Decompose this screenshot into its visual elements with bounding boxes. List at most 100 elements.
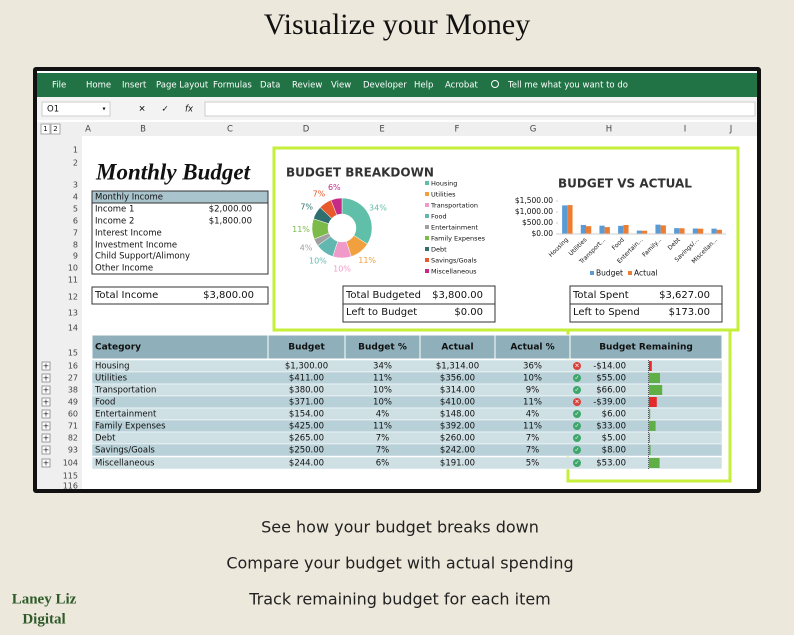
cancel-icon[interactable]: ✕ [138, 105, 145, 115]
legend-label: Food [431, 213, 447, 221]
outline-level-button[interactable] [50, 123, 61, 135]
table-cell: $265.00 [289, 434, 324, 444]
row-number: 16 [68, 362, 78, 371]
legend-swatch [425, 225, 429, 229]
expand-button[interactable] [41, 458, 51, 468]
table-row-bg [91, 359, 723, 373]
column-header: H [606, 125, 612, 135]
category-cell: Housing [95, 362, 130, 372]
column-header: F [455, 125, 460, 135]
icon-glyph: ✓ [574, 423, 579, 430]
outline-level: 2 [53, 125, 57, 133]
income-label: Income 2 [95, 217, 134, 227]
expand-button[interactable] [41, 433, 51, 443]
totals-label: Total Budgeted [345, 290, 421, 301]
legend-label: Utilities [431, 191, 456, 199]
y-tick-label: $0.00 [532, 229, 554, 238]
row-number: 38 [68, 386, 78, 395]
remaining-bar [649, 361, 652, 371]
name-box[interactable] [41, 101, 111, 117]
ribbon-tab[interactable]: Developer [363, 81, 407, 91]
slice-label: 4% [300, 243, 313, 252]
income-label: Interest Income [95, 229, 162, 239]
legend-swatch [628, 271, 632, 275]
ribbon-tab[interactable]: Insert [122, 81, 147, 91]
outline-level-button[interactable] [40, 123, 51, 135]
footer-line: See how your budget breaks down [261, 518, 539, 537]
legend-label: Budget [596, 269, 623, 278]
table-cell: $148.00 [440, 410, 475, 420]
legend-swatch [425, 192, 429, 196]
expand-button[interactable] [41, 409, 51, 419]
table-cell: 11% [523, 398, 542, 408]
expand-button[interactable] [41, 397, 51, 407]
expand-sign: + [43, 446, 50, 455]
total-label: Total Income [94, 290, 158, 301]
column-header: C [227, 125, 233, 135]
ok-icon [573, 434, 581, 442]
remaining-cell: -$14.00 [593, 362, 626, 372]
ribbon-tab[interactable]: File [52, 81, 66, 91]
slice-label: 11% [292, 225, 310, 234]
dropdown-arrow: ▾ [102, 106, 105, 113]
table-cell: 7% [526, 446, 540, 456]
chart-title: BUDGET VS ACTUAL [558, 177, 692, 191]
enter-icon[interactable]: ✓ [161, 105, 168, 115]
expand-sign: + [43, 374, 50, 383]
table-header: Category [95, 343, 141, 353]
expand-button[interactable] [41, 445, 51, 455]
slice-label: 11% [358, 256, 376, 265]
legend-swatch [425, 269, 429, 273]
table-cell: 10% [373, 386, 392, 396]
table-cell: 11% [523, 422, 542, 432]
icon-glyph: ✓ [574, 387, 579, 394]
slice-label: 10% [309, 257, 327, 266]
category-cell: Savings/Goals [95, 446, 155, 456]
totals-amount: $0.00 [454, 307, 483, 318]
expand-sign: + [43, 434, 50, 443]
ok-icon [573, 459, 581, 467]
icon-glyph: ✓ [574, 460, 579, 467]
totals-label: Total Spent [572, 290, 629, 301]
row-number: 49 [68, 398, 78, 407]
ribbon-tab[interactable]: Data [260, 81, 280, 91]
table-header-cell [91, 334, 269, 360]
bar [623, 224, 629, 234]
ribbon-tab[interactable]: Home [86, 81, 111, 91]
remaining-bar [649, 458, 660, 468]
table-cell: $411.00 [289, 374, 324, 384]
expand-button[interactable] [41, 361, 51, 371]
table-cell: $244.00 [289, 459, 324, 469]
ribbon-tab[interactable]: Formulas [213, 81, 252, 91]
ribbon-tab[interactable]: View [331, 81, 351, 91]
bar [642, 230, 648, 234]
expand-button[interactable] [41, 421, 51, 431]
legend-label: Entertainment [431, 224, 478, 232]
legend-label: Housing [431, 180, 457, 188]
category-cell: Food [95, 398, 115, 408]
ribbon-tab[interactable]: Acrobat [445, 81, 478, 91]
ribbon-tab[interactable]: Help [414, 81, 433, 91]
table-cell: 4% [376, 410, 390, 420]
table-cell: $1,314.00 [436, 362, 479, 372]
ribbon-tab[interactable]: Page Layout [156, 81, 209, 91]
expand-button[interactable] [41, 385, 51, 395]
page-title: Visualize your Money [264, 8, 530, 41]
bar [580, 224, 586, 234]
ribbon-tab[interactable]: Review [292, 81, 322, 91]
fx-label[interactable]: fx [185, 105, 194, 115]
table-row-bg [91, 383, 723, 397]
outline-level: 1 [43, 125, 47, 133]
formula-input[interactable] [204, 101, 756, 117]
row-number: 14 [68, 324, 78, 333]
table-row-bg [91, 371, 723, 385]
budget-title: Monthly Budget [95, 159, 251, 184]
tell-me[interactable]: Tell me what you want to do [507, 81, 628, 91]
row-number: 15 [68, 349, 78, 358]
table-header-cell [267, 334, 346, 360]
lightbulb-icon [491, 80, 499, 88]
table-row-bg [91, 443, 723, 457]
highlight-box [272, 146, 740, 332]
expand-button[interactable] [41, 373, 51, 383]
table-cell: 36% [523, 362, 542, 372]
